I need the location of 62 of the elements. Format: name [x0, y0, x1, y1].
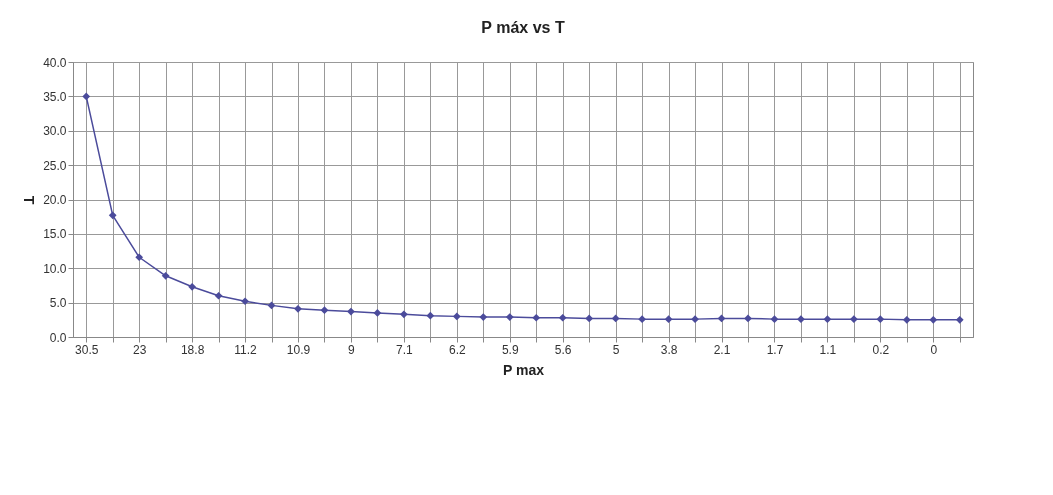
point: [691, 315, 699, 323]
point: [902, 315, 911, 324]
point: [347, 307, 355, 316]
x-tick-label: 0.2: [872, 342, 890, 357]
point: [505, 313, 514, 321]
x-tick-label: 9: [348, 342, 356, 357]
point: [770, 315, 779, 323]
x-tick-label: 5.9: [501, 342, 519, 357]
point: [188, 282, 196, 291]
x-tick-label: 6.2: [448, 342, 466, 357]
point: [929, 315, 938, 324]
x-tick-label: 18.8: [180, 342, 205, 357]
point: [797, 315, 805, 323]
point: [850, 315, 858, 323]
point: [585, 314, 594, 323]
point: [294, 304, 302, 313]
y-tick-label: 20.0: [43, 193, 67, 207]
x-tick-label: 30.5: [75, 342, 99, 357]
x-tick-label: 10.9: [286, 342, 311, 357]
x-tick-label: 0: [930, 342, 938, 357]
point: [664, 315, 673, 323]
point: [452, 312, 461, 321]
x-tick-label: 2.1: [713, 342, 731, 357]
chart-title: P máx vs T: [481, 19, 565, 36]
point: [823, 315, 832, 323]
point: [479, 313, 488, 321]
y-tick-label: 15.0: [43, 227, 67, 242]
point: [532, 313, 541, 322]
point: [320, 306, 329, 315]
y-axis-title: T: [21, 195, 38, 205]
y-tick-label: 5.0: [49, 296, 67, 311]
x-axis-title: P max: [503, 361, 545, 378]
point: [373, 309, 382, 317]
point: [955, 315, 964, 324]
point: [876, 315, 885, 323]
point: [161, 271, 170, 280]
point: [108, 211, 117, 220]
x-tick-label: 1.7: [766, 342, 784, 357]
y-tick-label: 25.0: [43, 158, 67, 173]
point: [611, 314, 620, 323]
point: [744, 314, 752, 323]
point: [214, 291, 223, 300]
x-tick-label: 1.1: [819, 342, 837, 357]
point: [267, 301, 276, 310]
x-tick-label: 5: [612, 342, 620, 357]
point: [241, 297, 249, 306]
x-tick-label: 11.2: [234, 342, 258, 357]
point: [426, 311, 435, 320]
y-tick-label: 0.0: [49, 330, 67, 345]
x-tick-label: 7.1: [396, 342, 414, 357]
y-tick-label: 40.0: [43, 55, 67, 70]
point: [400, 310, 408, 319]
x-tick-label: 5.6: [554, 342, 572, 357]
point: [638, 315, 646, 323]
point: [558, 313, 567, 322]
point: [135, 253, 144, 262]
y-tick-label: 35.0: [43, 89, 67, 104]
y-tick-label: 30.0: [43, 124, 67, 139]
x-tick-label: 3.8: [660, 342, 678, 357]
y-tick-label: 10.0: [43, 261, 67, 276]
x-tick-label: 23: [133, 342, 147, 357]
point: [82, 92, 91, 101]
